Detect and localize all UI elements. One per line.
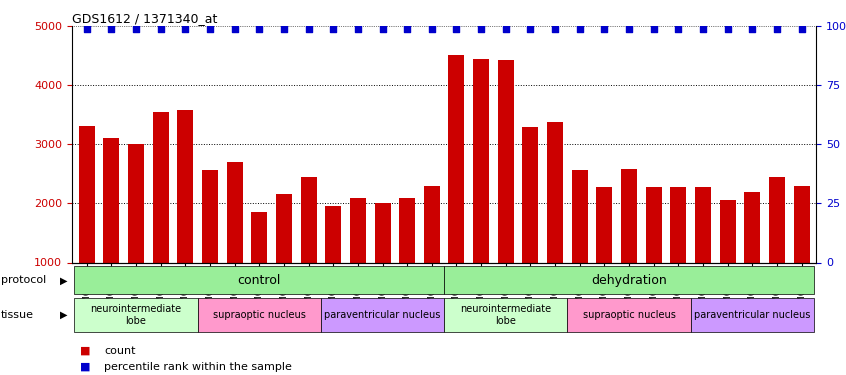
Bar xyxy=(152,112,168,322)
Point xyxy=(252,26,266,32)
Text: paraventricular nucleus: paraventricular nucleus xyxy=(324,310,441,320)
Point xyxy=(425,26,438,32)
Point xyxy=(154,26,168,32)
Text: dehydration: dehydration xyxy=(591,274,667,287)
Point xyxy=(351,26,365,32)
Text: paraventricular nucleus: paraventricular nucleus xyxy=(694,310,810,320)
Bar xyxy=(74,266,444,294)
Point xyxy=(548,26,562,32)
Point xyxy=(302,26,316,32)
Bar xyxy=(794,186,810,322)
Bar xyxy=(424,186,440,322)
Bar xyxy=(645,187,662,322)
Bar xyxy=(448,55,464,322)
Point xyxy=(623,26,636,32)
Point xyxy=(795,26,809,32)
Text: supraoptic nucleus: supraoptic nucleus xyxy=(583,310,675,320)
Point xyxy=(647,26,661,32)
Point xyxy=(376,26,389,32)
Point xyxy=(770,26,783,32)
Bar xyxy=(399,198,415,322)
Bar xyxy=(300,177,316,322)
Point xyxy=(105,26,118,32)
Bar xyxy=(350,198,365,322)
Bar xyxy=(473,59,489,322)
Point xyxy=(524,26,537,32)
Text: ■: ■ xyxy=(80,346,91,355)
Bar xyxy=(695,188,711,322)
Bar xyxy=(128,144,144,322)
Text: percentile rank within the sample: percentile rank within the sample xyxy=(104,362,292,372)
Text: ■: ■ xyxy=(80,362,91,372)
Bar xyxy=(444,298,568,332)
Point xyxy=(499,26,513,32)
Point xyxy=(597,26,611,32)
Bar xyxy=(276,194,292,322)
Bar xyxy=(375,203,391,322)
Bar xyxy=(690,298,814,332)
Point xyxy=(277,26,291,32)
Text: supraoptic nucleus: supraoptic nucleus xyxy=(213,310,305,320)
Point xyxy=(721,26,734,32)
Text: neurointermediate
lobe: neurointermediate lobe xyxy=(91,304,182,326)
Point xyxy=(129,26,143,32)
Point xyxy=(400,26,414,32)
Point xyxy=(327,26,340,32)
Text: protocol: protocol xyxy=(1,275,46,285)
Text: count: count xyxy=(104,346,135,355)
Bar xyxy=(547,122,563,322)
Bar xyxy=(202,170,218,322)
Bar xyxy=(769,177,785,322)
Bar xyxy=(325,206,341,322)
Text: control: control xyxy=(238,274,281,287)
Bar xyxy=(321,298,444,332)
Bar xyxy=(720,201,736,322)
Point xyxy=(672,26,685,32)
Point xyxy=(179,26,192,32)
Text: ▶: ▶ xyxy=(60,310,68,320)
Bar xyxy=(670,187,686,322)
Text: tissue: tissue xyxy=(1,310,34,320)
Point xyxy=(475,26,488,32)
Point xyxy=(80,26,93,32)
Point xyxy=(745,26,759,32)
Bar xyxy=(596,188,613,322)
Point xyxy=(450,26,464,32)
Bar xyxy=(74,298,198,332)
Bar xyxy=(568,298,690,332)
Point xyxy=(203,26,217,32)
Bar xyxy=(227,162,243,322)
Bar xyxy=(103,138,119,322)
Bar xyxy=(744,192,761,322)
Bar xyxy=(523,127,538,322)
Bar xyxy=(497,60,514,322)
Bar xyxy=(621,169,637,322)
Bar xyxy=(251,212,267,322)
Bar xyxy=(444,266,814,294)
Bar xyxy=(198,298,321,332)
Text: GDS1612 / 1371340_at: GDS1612 / 1371340_at xyxy=(72,12,217,25)
Bar xyxy=(79,126,95,322)
Text: neurointermediate
lobe: neurointermediate lobe xyxy=(460,304,552,326)
Bar xyxy=(572,170,588,322)
Point xyxy=(573,26,586,32)
Bar xyxy=(178,110,194,322)
Text: ▶: ▶ xyxy=(60,275,68,285)
Point xyxy=(228,26,241,32)
Point xyxy=(696,26,710,32)
